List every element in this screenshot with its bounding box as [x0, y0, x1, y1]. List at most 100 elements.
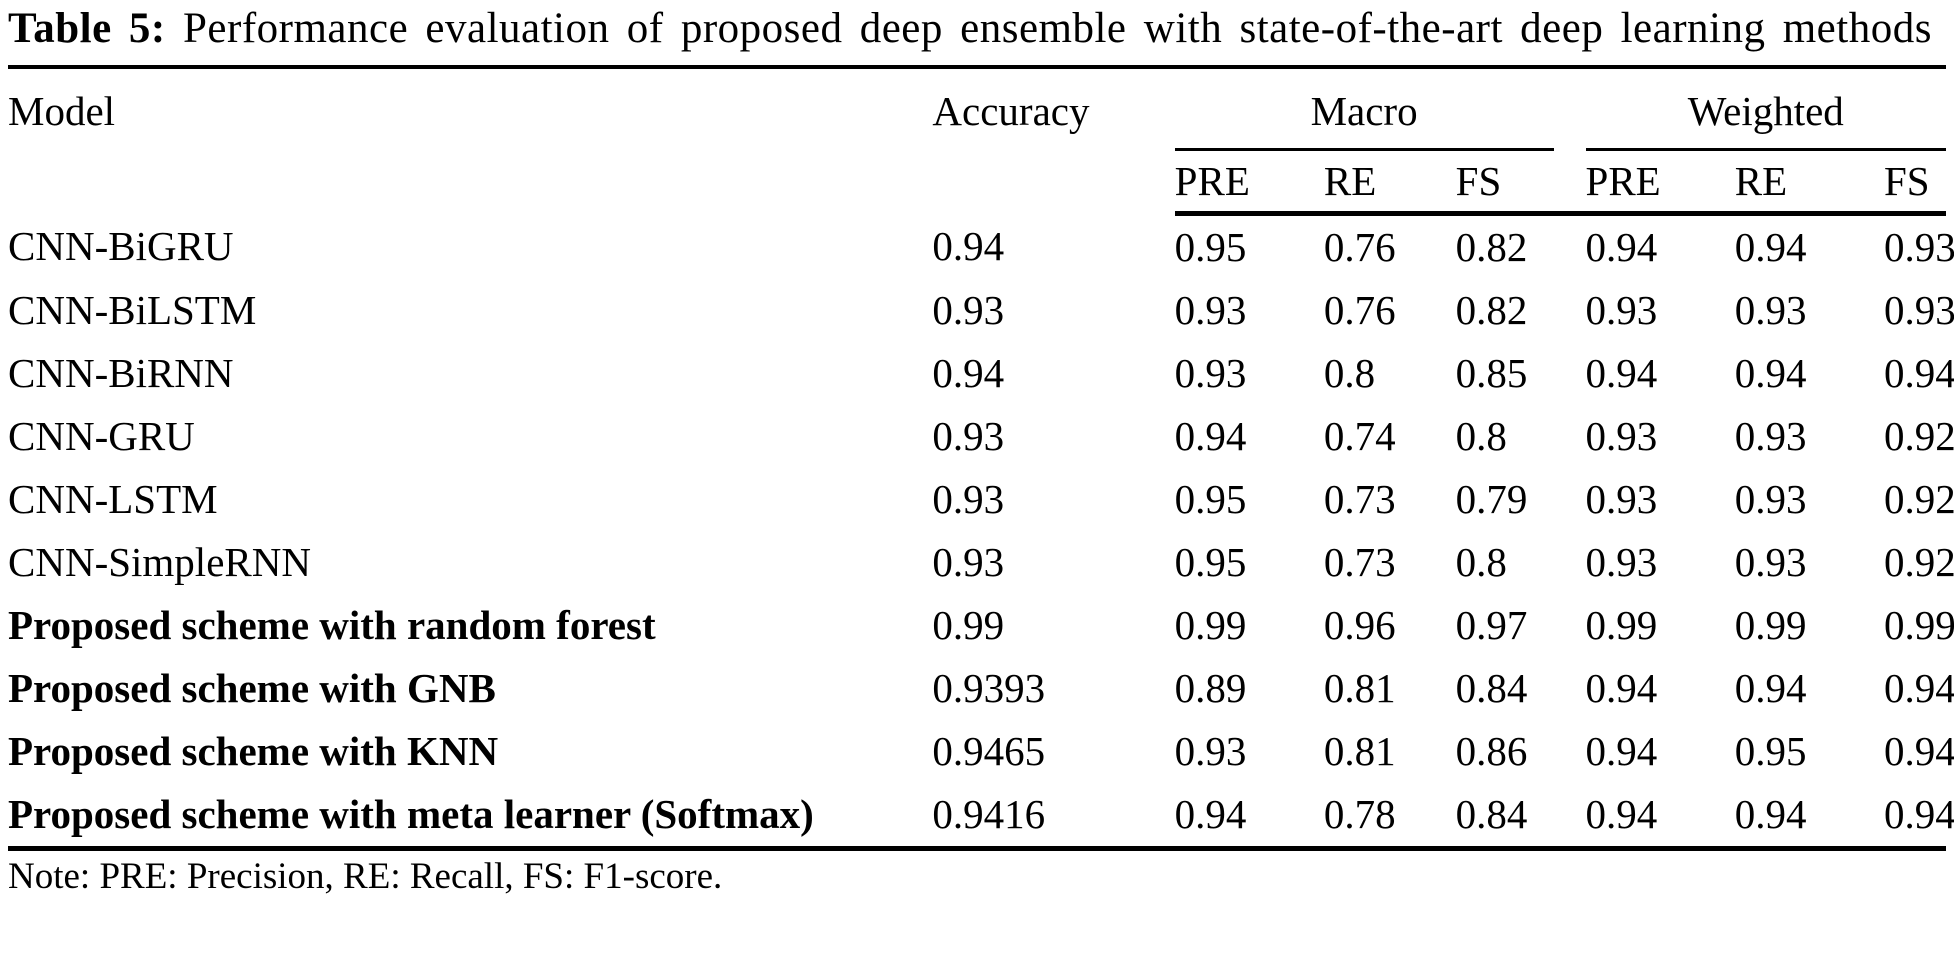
- weighted-pre-value: 0.94: [1585, 224, 1658, 270]
- model-name: Proposed scheme with KNN: [8, 728, 499, 774]
- macro-fs-value: 0.86: [1455, 728, 1528, 774]
- macro-re-value: 0.78: [1323, 791, 1396, 837]
- weighted-pre-value: 0.94: [1585, 350, 1658, 396]
- macro-pre-value: 0.95: [1174, 539, 1247, 585]
- weighted-re-value: 0.94: [1734, 791, 1807, 837]
- weighted-fs-value: 0.99: [1883, 602, 1954, 648]
- macro-pre-value: 0.93: [1174, 728, 1247, 774]
- weighted-fs-value: 0.94: [1883, 791, 1954, 837]
- weighted-pre-value: 0.93: [1585, 287, 1658, 333]
- weighted-re-value: 0.94: [1734, 224, 1807, 270]
- macro-re-value: 0.73: [1323, 476, 1396, 522]
- accuracy-value: 0.9465: [932, 728, 1046, 774]
- accuracy-value: 0.93: [932, 539, 1005, 585]
- header-macro-fs: FS: [1455, 151, 1586, 216]
- macro-fs-value: 0.97: [1455, 602, 1528, 648]
- header-row-groups: Model Accuracy Macro Weighted: [8, 67, 1946, 151]
- macro-pre-value: 0.94: [1174, 413, 1247, 459]
- table-row: Proposed scheme with GNB 0.9393 0.89 0.8…: [8, 657, 1954, 720]
- model-name: CNN-SimpleRNN: [8, 539, 311, 585]
- model-name: CNN-GRU: [8, 413, 195, 459]
- header-macro-re: RE: [1323, 151, 1456, 216]
- header-weighted-re: RE: [1734, 151, 1884, 216]
- header-weighted-fs: FS: [1883, 151, 1946, 216]
- macro-re-value: 0.81: [1323, 728, 1396, 774]
- accuracy-value: 0.94: [932, 222, 1005, 269]
- header-weighted-pre: PRE: [1585, 151, 1735, 216]
- macro-spanner: Macro: [1174, 83, 1554, 151]
- macro-pre-value: 0.99: [1174, 602, 1247, 648]
- accuracy-value: 0.99: [932, 602, 1005, 648]
- model-name: CNN-LSTM: [8, 476, 218, 522]
- weighted-re-value: 0.93: [1734, 287, 1807, 333]
- weighted-re-value: 0.93: [1734, 539, 1807, 585]
- macro-fs-value: 0.82: [1455, 224, 1528, 270]
- weighted-pre-value: 0.99: [1585, 602, 1658, 648]
- macro-re-value: 0.73: [1323, 539, 1396, 585]
- caption-label: Table 5:: [8, 5, 166, 52]
- model-name: CNN-BiRNN: [8, 350, 234, 396]
- table-row: CNN-LSTM 0.93 0.95 0.73 0.79 0.93 0.93 0…: [8, 468, 1954, 531]
- macro-re-value: 0.76: [1323, 224, 1396, 270]
- weighted-fs-value: 0.92: [1883, 413, 1954, 459]
- performance-table: Model Accuracy Macro Weighted PRE RE FS …: [8, 65, 1954, 851]
- weighted-pre-value: 0.94: [1585, 728, 1658, 774]
- weighted-fs-value: 0.94: [1883, 350, 1954, 396]
- table-footnote: Note: PRE: Precision, RE: Recall, FS: F1…: [8, 856, 723, 897]
- model-name: CNN-BiLSTM: [8, 287, 257, 333]
- macro-fs-value: 0.8: [1455, 413, 1507, 459]
- table-row: Proposed scheme with meta learner (Softm…: [8, 783, 1954, 849]
- weighted-fs-value: 0.92: [1883, 539, 1954, 585]
- weighted-fs-value: 0.92: [1883, 476, 1954, 522]
- weighted-pre-value: 0.93: [1585, 476, 1658, 522]
- weighted-re-value: 0.94: [1734, 665, 1807, 711]
- macro-pre-value: 0.95: [1174, 476, 1247, 522]
- macro-fs-value: 0.79: [1455, 476, 1528, 522]
- macro-pre-value: 0.89: [1174, 665, 1247, 711]
- weighted-fs-value: 0.94: [1883, 665, 1954, 711]
- weighted-pre-value: 0.93: [1585, 539, 1658, 585]
- macro-fs-value: 0.8: [1455, 539, 1507, 585]
- accuracy-value: 0.9393: [932, 665, 1046, 711]
- weighted-fs-value: 0.93: [1883, 224, 1954, 270]
- macro-re-value: 0.81: [1323, 665, 1396, 711]
- accuracy-value: 0.93: [932, 413, 1005, 459]
- table-row: CNN-GRU 0.93 0.94 0.74 0.8 0.93 0.93 0.9…: [8, 405, 1954, 468]
- header-row-metrics: PRE RE FS PRE RE FS: [8, 151, 1946, 216]
- accuracy-value: 0.93: [932, 476, 1005, 522]
- weighted-pre-value: 0.94: [1585, 791, 1658, 837]
- macro-re-value: 0.74: [1323, 413, 1396, 459]
- weighted-re-value: 0.93: [1734, 413, 1807, 459]
- macro-fs-value: 0.84: [1455, 665, 1528, 711]
- macro-fs-value: 0.85: [1455, 350, 1528, 396]
- weighted-re-value: 0.99: [1734, 602, 1807, 648]
- model-name: Proposed scheme with meta learner (Softm…: [8, 791, 814, 837]
- weighted-pre-value: 0.93: [1585, 413, 1658, 459]
- model-name: Proposed scheme with random forest: [8, 602, 656, 648]
- header-group-macro: Macro: [1174, 67, 1586, 151]
- caption-text: Performance evaluation of proposed deep …: [183, 5, 1932, 52]
- macro-pre-value: 0.94: [1174, 791, 1247, 837]
- table-caption: Table 5: Performance evaluation of propo…: [8, 2, 1946, 56]
- macro-fs-value: 0.82: [1455, 287, 1528, 333]
- macro-re-value: 0.8: [1323, 350, 1376, 396]
- table-row: Proposed scheme with random forest 0.99 …: [8, 594, 1954, 657]
- header-model: Model: [8, 88, 116, 134]
- macro-pre-value: 0.93: [1174, 287, 1247, 333]
- table-row: Proposed scheme with KNN 0.9465 0.93 0.8…: [8, 720, 1954, 783]
- weighted-re-value: 0.94: [1734, 350, 1807, 396]
- accuracy-value: 0.93: [932, 287, 1005, 333]
- weighted-fs-value: 0.93: [1883, 287, 1954, 333]
- accuracy-value: 0.94: [932, 350, 1005, 396]
- macro-re-value: 0.96: [1323, 602, 1396, 648]
- model-name: Proposed scheme with GNB: [8, 665, 496, 711]
- macro-pre-value: 0.93: [1174, 350, 1247, 396]
- table-row: CNN-BiGRU 0.94 0.95 0.76 0.82 0.94 0.94 …: [8, 214, 1954, 280]
- weighted-pre-value: 0.94: [1585, 665, 1658, 711]
- macro-re-value: 0.76: [1323, 287, 1396, 333]
- table-row: CNN-BiRNN 0.94 0.93 0.8 0.85 0.94 0.94 0…: [8, 342, 1954, 405]
- weighted-fs-value: 0.94: [1883, 728, 1954, 774]
- header-group-weighted: Weighted: [1585, 67, 1946, 151]
- header-macro-pre: PRE: [1174, 151, 1324, 216]
- header-accuracy: Accuracy: [932, 88, 1090, 134]
